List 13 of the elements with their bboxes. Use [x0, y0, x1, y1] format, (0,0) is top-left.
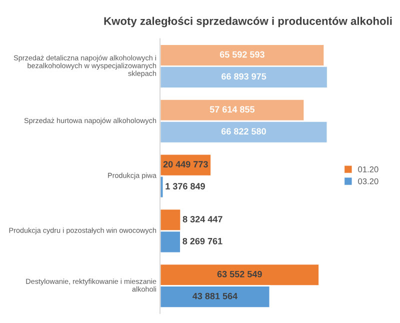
- legend-label: 03.20: [358, 178, 378, 184]
- data-label: 57 614 855: [210, 106, 255, 113]
- data-label: 20 449 773: [163, 161, 208, 168]
- data-label: 1 376 849: [166, 183, 205, 190]
- legend-label: 01.20: [358, 166, 378, 172]
- data-label: 63 552 549: [217, 270, 262, 278]
- data-label: 8 269 761: [182, 238, 222, 244]
- data-label: 66 822 580: [221, 128, 266, 135]
- data-label: 66 893 975: [222, 73, 266, 80]
- chart-title: Kwoty zaległości sprzedawców i producentów alkoholi: [104, 16, 392, 28]
- data-label: 43 881 564: [192, 292, 238, 300]
- data-label: 65 592 593: [220, 51, 264, 58]
- data-label: 8 324 447: [182, 216, 222, 222]
